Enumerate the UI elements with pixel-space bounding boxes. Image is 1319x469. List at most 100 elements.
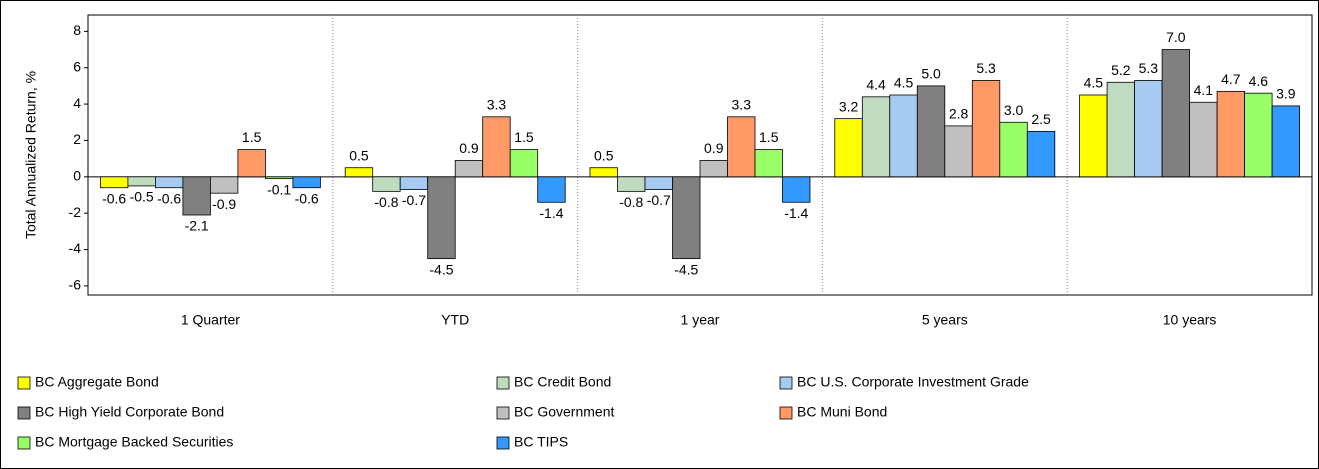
legend-swatch (17, 436, 31, 450)
bar (672, 176, 701, 260)
legend-swatch (496, 436, 510, 450)
legend-label: BC Government (514, 404, 614, 420)
bar (589, 167, 618, 178)
bar (1216, 90, 1245, 178)
data-label: 4.1 (1194, 82, 1214, 98)
data-label: -0.6 (295, 190, 319, 206)
y-tick-label: 0 (73, 168, 81, 184)
y-tick-label: -2 (69, 204, 82, 220)
data-label: -0.7 (402, 192, 426, 208)
data-label: 3.3 (732, 97, 752, 113)
data-label: -0.8 (619, 194, 643, 210)
data-label: 2.8 (949, 106, 969, 122)
legend-label: BC TIPS (514, 434, 568, 450)
bar (834, 118, 863, 178)
data-label: 4.5 (894, 75, 914, 91)
data-label: 3.9 (1276, 86, 1296, 102)
legend-label: BC Aggregate Bond (35, 374, 159, 390)
bar (209, 176, 239, 194)
bar (1079, 94, 1108, 178)
data-label: 3.0 (1004, 102, 1024, 118)
y-tick-label: 2 (73, 131, 81, 147)
data-label: 0.9 (704, 140, 724, 156)
y-tick-label: 6 (73, 58, 81, 74)
bar (644, 176, 673, 190)
data-label: -0.8 (374, 194, 398, 210)
bar (861, 96, 891, 178)
legend-swatch (17, 406, 31, 420)
legend-label: BC Mortgage Backed Securities (35, 434, 233, 450)
legend-label: BC U.S. Corporate Investment Grade (797, 374, 1029, 390)
data-label: 4.4 (866, 77, 886, 93)
legend-swatch (779, 376, 793, 390)
data-label: 3.2 (839, 98, 859, 114)
data-label: 5.2 (1111, 62, 1131, 78)
y-tick-label: -6 (69, 277, 82, 293)
bar (1271, 105, 1300, 178)
bar (127, 176, 156, 187)
bar (399, 176, 429, 190)
bar (292, 176, 321, 189)
data-label: 2.5 (1031, 111, 1051, 127)
data-label: 4.5 (1084, 75, 1104, 91)
bar (537, 176, 566, 203)
data-label: 1.5 (242, 129, 262, 145)
bar (1106, 81, 1135, 178)
data-label: -0.1 (267, 181, 291, 197)
y-tick-label: 4 (73, 95, 81, 111)
data-label: 4.6 (1249, 73, 1269, 89)
bar (427, 176, 456, 260)
y-axis-label: Total Annualized Return, % (23, 71, 39, 239)
bar (699, 160, 728, 178)
bar (509, 149, 539, 178)
bar (1161, 49, 1190, 178)
data-label: 0.5 (594, 147, 614, 163)
x-tick-label: 10 years (1163, 312, 1217, 328)
data-label: 4.7 (1221, 71, 1241, 87)
bar (154, 176, 184, 189)
data-label: 1.5 (514, 129, 534, 145)
x-tick-label: 1 year (681, 312, 720, 328)
bar (1244, 92, 1273, 178)
bar (1026, 130, 1056, 178)
plot-area (87, 14, 1313, 296)
data-label: 0.9 (459, 140, 479, 156)
data-label: -1.4 (539, 205, 563, 221)
bar (999, 121, 1028, 178)
data-label: 0.5 (349, 147, 369, 163)
legend-swatch (496, 406, 510, 420)
y-tick-label: 8 (73, 22, 81, 38)
data-label: 5.3 (1139, 60, 1159, 76)
bar (454, 160, 484, 178)
y-tick-label: -4 (69, 240, 82, 256)
data-label: -4.5 (674, 261, 698, 277)
data-label: 5.3 (976, 60, 996, 76)
x-tick-label: 5 years (922, 312, 968, 328)
legend-swatch (496, 376, 510, 390)
x-tick-label: 1 Quarter (181, 312, 240, 328)
bar (1189, 101, 1218, 178)
data-label: 1.5 (759, 129, 779, 145)
data-label: 5.0 (921, 66, 941, 82)
data-label: -0.6 (102, 190, 126, 206)
data-label: -0.7 (647, 192, 671, 208)
data-label: 3.3 (487, 97, 507, 113)
data-label: -0.6 (157, 190, 181, 206)
data-label: 7.0 (1166, 29, 1186, 45)
bar (372, 176, 401, 192)
bar (782, 176, 811, 203)
bar (727, 116, 756, 178)
bar (1134, 80, 1163, 178)
bar (944, 125, 973, 178)
data-label: -0.5 (130, 189, 154, 205)
bar (482, 116, 511, 178)
bar (754, 149, 783, 178)
bar (971, 80, 1001, 178)
bar (889, 94, 918, 178)
legend-label: BC Muni Bond (797, 404, 887, 420)
legend-swatch (779, 406, 793, 420)
data-label: -4.5 (429, 261, 453, 277)
bar (237, 149, 266, 178)
